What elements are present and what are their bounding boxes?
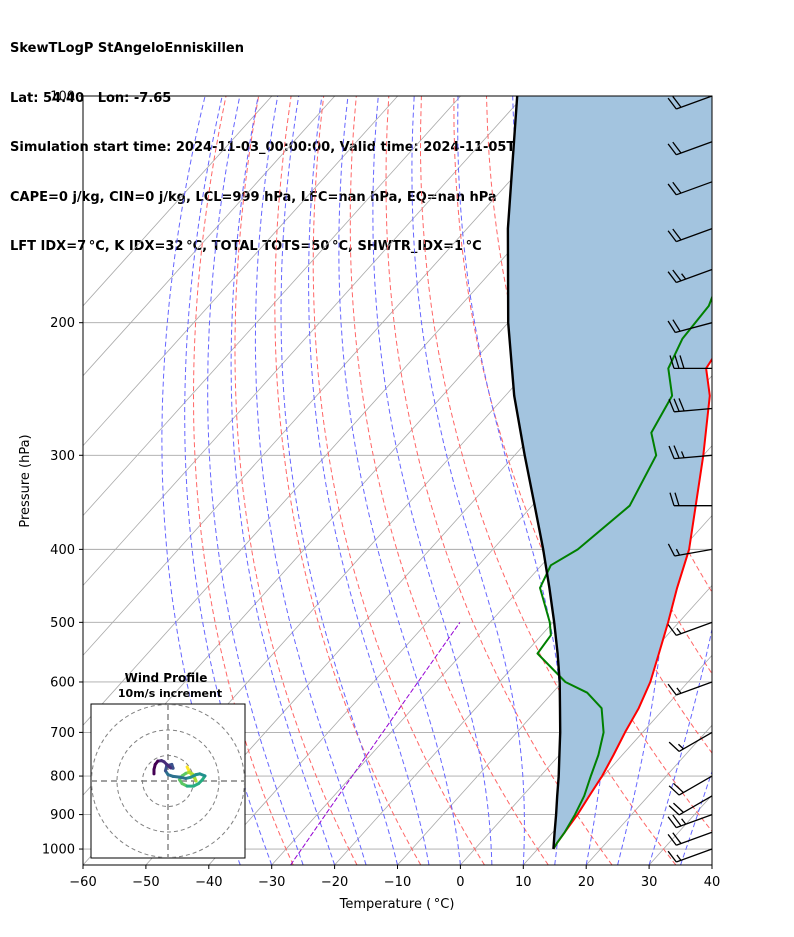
moist-adiabat-line	[457, 96, 563, 865]
x-axis-label: Temperature ( °C)	[339, 897, 455, 912]
dry-adiabat-line	[312, 96, 485, 865]
wind-barb	[667, 848, 713, 863]
wind-barb	[667, 227, 713, 243]
y-tick-label: 300	[50, 449, 75, 464]
dewpoint-line	[536, 294, 712, 850]
moist-adiabat-line	[184, 96, 273, 865]
isotherm-line	[523, 654, 712, 865]
wind-barb	[668, 795, 713, 816]
moist-adiabat-line	[648, 96, 712, 865]
y-tick-label: 500	[50, 616, 75, 631]
axes: −60 −50 −40 −30 −20 −10 0 10 20 30 40 1000 900 800 700…	[42, 90, 720, 891]
indices-line: LFT IDX=7 °C, K IDX=32 °C, TOTAL TOTS=50…	[10, 239, 482, 254]
wind-barb	[667, 95, 713, 110]
wind-barb	[667, 621, 713, 636]
wind-barb	[667, 813, 713, 829]
x-tick-label: 10	[515, 875, 532, 890]
location-line: Lat: 54.40 Lon: -7.65	[10, 90, 172, 106]
moist-adiabat-line	[280, 96, 398, 865]
dry-adiabat-line	[419, 96, 677, 865]
x-tick-label: −30	[258, 875, 285, 890]
y-tick-label: 800	[50, 770, 75, 785]
wind-barb	[669, 355, 712, 370]
wind-barb	[668, 445, 713, 460]
wind-barb	[667, 181, 713, 196]
hodograph-plot	[91, 704, 245, 858]
y-tick-label: 200	[50, 316, 75, 331]
y-tick-label: 100	[50, 90, 75, 105]
y-tick-label: 900	[50, 808, 75, 823]
moist-adiabat-line	[338, 96, 461, 865]
isotherm-line	[397, 514, 712, 865]
moist-adiabat-line	[372, 96, 493, 865]
wind-barb	[667, 268, 713, 284]
moist-adiabat-line	[680, 770, 712, 865]
dry-adiabat-line	[234, 96, 358, 865]
wind-barb	[667, 681, 713, 696]
isotherm-line	[585, 724, 712, 865]
y-tick-label: 400	[50, 543, 75, 558]
profile-lines	[506, 96, 712, 850]
x-tick-label: −60	[69, 875, 96, 890]
x-tick-label: 30	[641, 875, 658, 890]
y-tick-label: 700	[50, 726, 75, 741]
x-tick-label: 40	[704, 875, 721, 890]
x-tick-label: 0	[456, 875, 464, 890]
dry-adiabat-line	[192, 96, 294, 865]
x-tick-label: −20	[321, 875, 348, 890]
parcel-profile-line	[506, 96, 562, 850]
mixing-ratio-line	[290, 622, 461, 865]
cape-line: CAPE=0 j/kg, CIN=0 j/kg, LCL=999 hPa, LF…	[10, 189, 497, 205]
moist-adiabat-line	[207, 96, 304, 865]
wind-barb	[667, 319, 713, 334]
moist-adiabat-line	[308, 96, 430, 865]
wind-barb	[669, 492, 712, 507]
x-tick-label: −40	[195, 875, 222, 890]
wind-barb	[667, 141, 713, 156]
isotherm-line	[83, 96, 524, 587]
moist-adiabat-line	[230, 96, 336, 865]
x-tick-label: −50	[132, 875, 159, 890]
isotherm-line	[83, 96, 273, 307]
isotherm-line	[83, 96, 336, 377]
isotherm-line	[711, 864, 712, 865]
moist-adiabat-line	[254, 96, 367, 865]
wind-barb	[667, 831, 713, 846]
wind-barb	[668, 775, 713, 796]
wind-barb	[668, 398, 713, 413]
isotherm-line	[83, 96, 461, 517]
dry-adiabat-line	[274, 96, 422, 865]
y-axis-label: Pressure (hPa)	[18, 434, 33, 527]
wind-barb	[668, 731, 713, 752]
cape-fill	[507, 96, 712, 849]
hodograph-title: Wind Profile	[125, 671, 208, 685]
x-tick-label: 20	[578, 875, 595, 890]
y-tick-label: 600	[50, 675, 75, 690]
x-tick-label: −10	[384, 875, 411, 890]
isotherm-line	[83, 96, 398, 447]
isotherm-line	[83, 96, 587, 656]
chart-header: SkewTLogP StAngeloEnniskillen Lat: 54.40…	[10, 8, 603, 272]
dry-adiabat-line	[349, 96, 549, 865]
hodograph-subtitle: 10m/s increment	[118, 687, 222, 700]
wind-barbs	[667, 95, 713, 863]
chart-title: SkewTLogP StAngeloEnniskillen	[10, 41, 244, 56]
wind-barb	[667, 543, 713, 557]
cape-fill-area	[507, 96, 712, 849]
temperature-line	[552, 357, 712, 850]
y-tick-label: 1000	[42, 843, 75, 858]
isotherm-line	[145, 235, 712, 865]
hodograph-inset: Wind Profile 10m/s increment	[90, 671, 246, 859]
